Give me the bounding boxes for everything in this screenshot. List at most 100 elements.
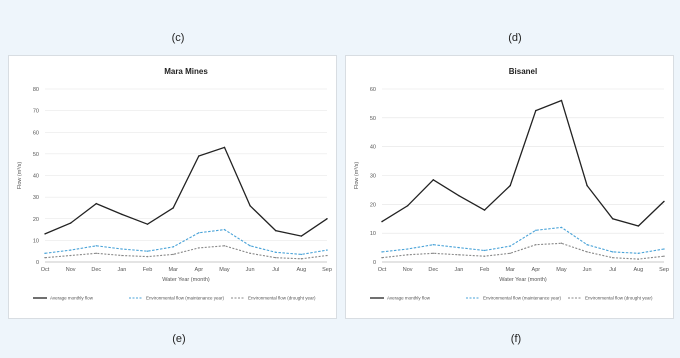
data-point (483, 249, 486, 252)
x-tick-label: Dec (91, 267, 101, 273)
data-point (509, 252, 511, 255)
x-axis-title: Water Year (month) (499, 277, 547, 283)
y-tick-label: 30 (370, 174, 376, 180)
data-point (95, 245, 97, 247)
y-tick-label: 60 (33, 130, 39, 136)
data-point (432, 179, 434, 181)
data-point (483, 209, 486, 211)
data-point (223, 245, 226, 247)
x-tick-label: Jul (609, 267, 616, 273)
data-point (458, 254, 460, 256)
data-point (275, 256, 277, 259)
chart-mara-mines: Mara Mines 0 10 20 30 40 50 60 70 80 Oct Nov Dec Jan F… (8, 55, 337, 319)
data-point (560, 99, 563, 102)
series-line-2 (44, 229, 328, 255)
x-tick-label: Dec (428, 267, 438, 273)
data-point (663, 200, 665, 203)
data-point (509, 245, 511, 247)
data-point (586, 244, 588, 246)
data-point (44, 256, 46, 259)
chart-svg-bisanel: Bisanel 0 10 20 30 40 50 60 Oct Nov Dec Jan Feb Mar Ap… (354, 67, 669, 301)
data-point (381, 256, 383, 259)
data-point (586, 251, 588, 253)
x-tick-label: Jul (272, 267, 279, 273)
y-tick-label: 50 (370, 116, 376, 122)
x-tick-label: Oct (41, 267, 50, 273)
data-point (146, 255, 149, 258)
legend-label: Average monthly flow (387, 296, 431, 301)
x-axis-title: Water Year (month) (162, 277, 210, 283)
y-tick-label: 60 (370, 87, 376, 93)
data-point (121, 213, 123, 216)
x-tick-label: May (556, 267, 567, 273)
data-point (121, 254, 123, 257)
data-point (95, 252, 97, 255)
data-point (275, 229, 277, 232)
data-point (69, 222, 72, 224)
panel-label-e: (e) (172, 333, 186, 345)
series-line-1 (44, 146, 328, 237)
data-point (612, 218, 614, 220)
data-point (198, 247, 200, 249)
x-tick-label: Jun (246, 267, 255, 273)
x-tick-label: Apr (195, 267, 204, 273)
data-point (146, 250, 149, 252)
data-point (275, 251, 277, 253)
data-point (300, 235, 303, 237)
data-point (198, 232, 200, 234)
data-point (535, 229, 537, 231)
y-tick-label: 40 (370, 145, 376, 151)
data-point (69, 254, 72, 257)
chart-title: Bisanel (509, 67, 537, 76)
y-tick-label: 10 (33, 238, 39, 244)
data-point (509, 184, 511, 187)
data-point (432, 252, 434, 255)
legend-label: Environmental flow (drought year) (248, 296, 316, 301)
data-point (663, 248, 665, 250)
data-point (300, 253, 303, 256)
x-tick-label: Feb (480, 267, 489, 273)
legend-label: Environmental flow (drought year) (585, 296, 653, 301)
data-point (44, 233, 46, 235)
x-tick-label: Nov (403, 267, 413, 273)
series-line-2 (381, 226, 665, 254)
data-point (223, 228, 226, 231)
data-point (172, 253, 174, 256)
data-point (406, 248, 409, 250)
data-point (586, 184, 588, 187)
series-line-3 (381, 242, 665, 260)
data-point (458, 194, 460, 197)
data-point (249, 245, 251, 247)
data-point (326, 249, 328, 251)
x-tick-label: Aug (296, 267, 306, 273)
data-point (326, 218, 328, 220)
x-tick-label: Mar (505, 267, 515, 273)
data-point (326, 254, 328, 257)
data-point (381, 251, 383, 253)
data-point (223, 146, 226, 149)
y-tick-label: 40 (33, 174, 39, 180)
x-tick-label: Aug (633, 267, 643, 273)
data-point (172, 207, 174, 209)
data-point (637, 258, 640, 260)
y-tick-label: 30 (33, 195, 39, 201)
data-point (69, 249, 72, 251)
data-point (249, 252, 251, 255)
y-tick-label: 50 (33, 152, 39, 158)
series-line-1 (381, 99, 665, 227)
y-tick-label: 20 (33, 217, 39, 223)
data-point (121, 248, 123, 250)
y-tick-label: 0 (373, 260, 376, 266)
chart-bisanel: Bisanel 0 10 20 30 40 50 60 Oct Nov Dec Jan Feb Mar Ap… (345, 55, 674, 319)
data-point (663, 255, 665, 257)
chart-svg-mara-mines: Mara Mines 0 10 20 30 40 50 60 70 80 Oct Nov Dec Jan F… (17, 67, 332, 301)
y-axis-title: Flow (m³/s) (354, 162, 360, 190)
x-tick-label: Jun (583, 267, 592, 273)
x-tick-label: May (219, 267, 230, 273)
data-point (458, 246, 460, 249)
series-line-3 (44, 245, 328, 260)
data-point (612, 256, 614, 259)
data-point (300, 258, 303, 260)
x-tick-label: Sep (322, 267, 332, 273)
data-point (535, 244, 537, 246)
